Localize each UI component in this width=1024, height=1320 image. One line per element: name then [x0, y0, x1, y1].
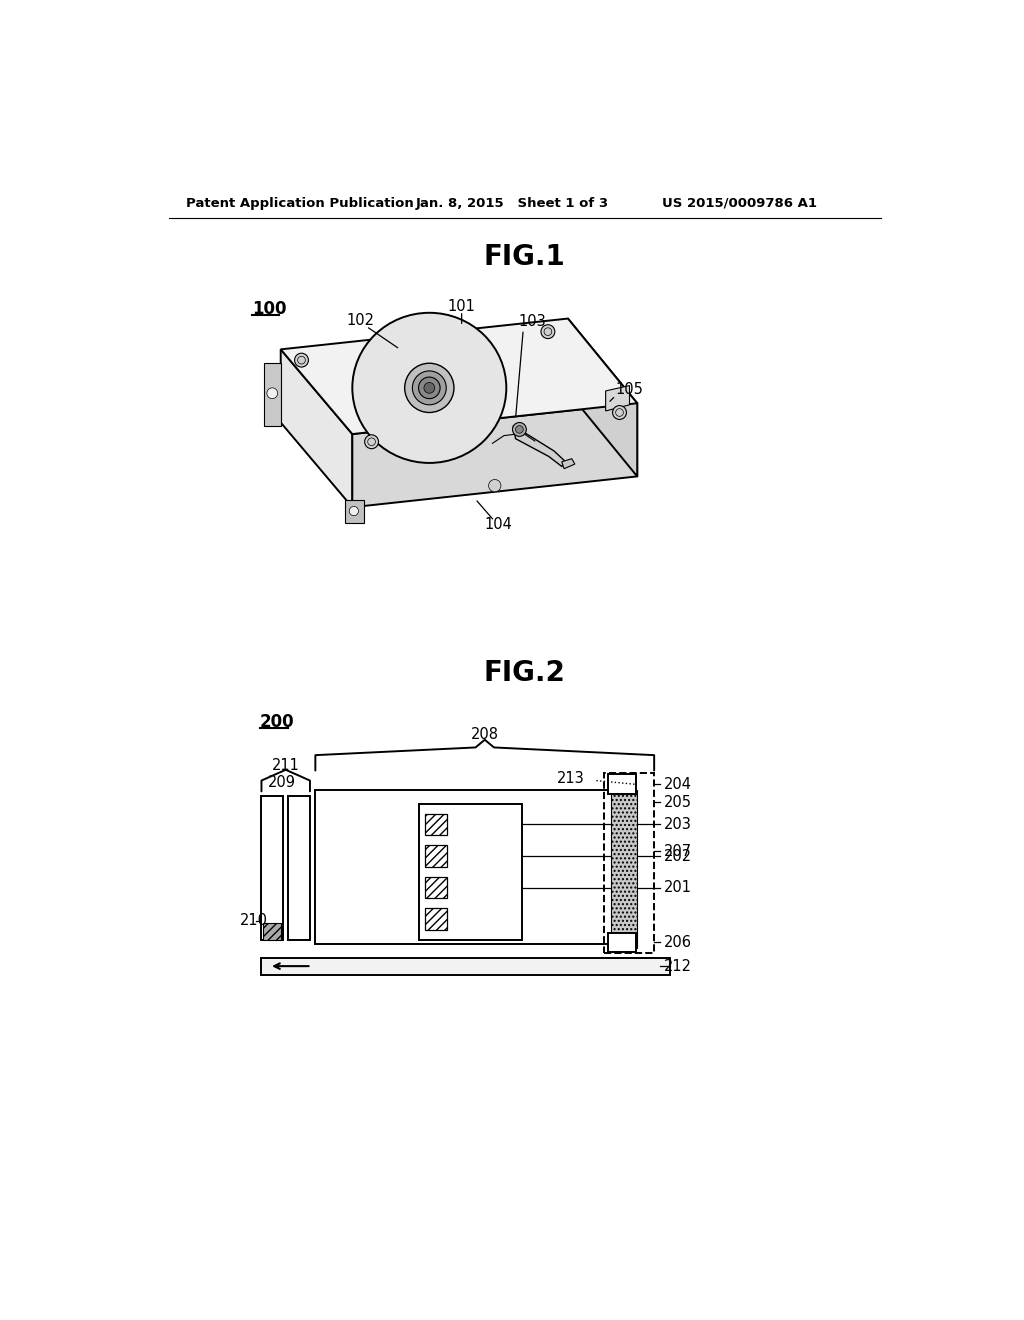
- Circle shape: [512, 422, 526, 437]
- Circle shape: [541, 325, 555, 339]
- Bar: [263, 923, 282, 940]
- Bar: [425, 876, 447, 899]
- Bar: [425, 908, 447, 929]
- Text: 204: 204: [664, 777, 691, 792]
- Bar: [604, 774, 654, 953]
- Polygon shape: [345, 499, 364, 523]
- Text: 208: 208: [471, 727, 499, 742]
- Text: 102: 102: [346, 313, 374, 327]
- Text: 207: 207: [664, 843, 691, 859]
- Polygon shape: [562, 459, 574, 469]
- Text: 105: 105: [615, 381, 643, 397]
- Circle shape: [515, 425, 523, 433]
- Text: Patent Application Publication: Patent Application Publication: [186, 197, 414, 210]
- Bar: [608, 775, 637, 795]
- Circle shape: [349, 507, 358, 516]
- Polygon shape: [605, 385, 630, 411]
- Circle shape: [267, 388, 278, 399]
- Text: 205: 205: [664, 795, 691, 809]
- Polygon shape: [352, 404, 637, 507]
- Ellipse shape: [352, 313, 506, 463]
- Circle shape: [419, 378, 440, 399]
- Text: Jan. 8, 2015   Sheet 1 of 3: Jan. 8, 2015 Sheet 1 of 3: [416, 197, 608, 210]
- Text: 201: 201: [664, 880, 691, 895]
- Circle shape: [488, 479, 501, 492]
- Polygon shape: [281, 350, 352, 507]
- Bar: [608, 933, 637, 952]
- Polygon shape: [513, 425, 565, 466]
- Text: 202: 202: [664, 849, 691, 863]
- Text: 210: 210: [240, 913, 268, 928]
- Bar: [261, 796, 283, 940]
- Text: 104: 104: [484, 517, 513, 532]
- Text: 100: 100: [252, 300, 287, 318]
- Circle shape: [413, 371, 446, 405]
- Polygon shape: [264, 363, 281, 426]
- Text: 209: 209: [268, 775, 296, 789]
- Circle shape: [365, 434, 379, 449]
- Polygon shape: [568, 318, 637, 477]
- Circle shape: [612, 405, 627, 420]
- Text: 203: 203: [664, 817, 691, 832]
- Text: 200: 200: [260, 713, 295, 731]
- Bar: [419, 804, 521, 940]
- Text: US 2015/0009786 A1: US 2015/0009786 A1: [662, 197, 817, 210]
- Bar: [611, 789, 637, 948]
- Bar: [425, 845, 447, 867]
- Bar: [261, 958, 670, 974]
- Bar: [289, 796, 310, 940]
- Text: 101: 101: [447, 298, 475, 314]
- Polygon shape: [281, 318, 637, 434]
- Bar: [425, 813, 447, 836]
- Circle shape: [404, 363, 454, 413]
- Circle shape: [295, 354, 308, 367]
- Text: 213: 213: [557, 771, 585, 785]
- Text: 211: 211: [271, 758, 300, 772]
- Text: FIG.1: FIG.1: [484, 243, 565, 271]
- Text: FIG.2: FIG.2: [484, 659, 565, 686]
- Text: 212: 212: [664, 958, 691, 974]
- Bar: [315, 789, 614, 944]
- Text: 206: 206: [664, 935, 691, 950]
- Text: 103: 103: [518, 314, 547, 329]
- Circle shape: [424, 383, 435, 393]
